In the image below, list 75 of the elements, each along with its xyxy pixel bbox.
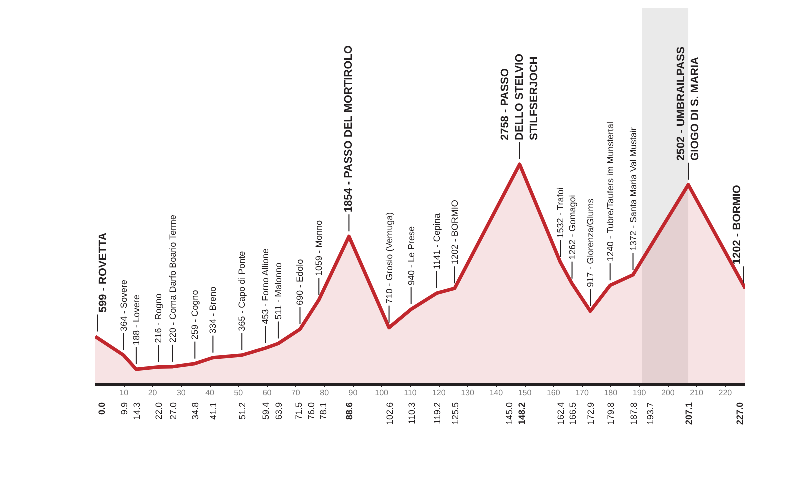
data-label: 917 - Glorenza/Glurns	[586, 198, 596, 288]
annotation: 110.3	[406, 402, 417, 424]
x-tick-label: 110	[404, 388, 418, 398]
annotation: 187.8	[628, 402, 639, 426]
x-tick-label: 70	[291, 388, 301, 398]
x-tick-label: 200	[662, 388, 676, 398]
x-tick-label: 150	[518, 388, 532, 398]
x-tick-label: 80	[320, 388, 330, 398]
annotation: 193.7	[646, 402, 656, 426]
data-label: 364 - Sovere	[118, 280, 129, 332]
data-label: 1854 - PASSO DEL MORTIROLO	[343, 45, 356, 213]
data-label: 334 - Breno	[208, 286, 218, 334]
annotation: 88.6	[344, 402, 355, 420]
data-label: 599 - ROVETTA	[98, 232, 110, 313]
data-label: 1532 - Trafoi	[555, 188, 566, 238]
data-label: 453 - Forno Allione	[260, 248, 271, 324]
data-label: 690 - Edolo	[295, 259, 306, 306]
data-label: 1059 - Monno	[314, 220, 324, 276]
annotation: 59.4	[261, 402, 272, 420]
annotation: 51.2	[238, 402, 248, 420]
x-tick-label: 220	[718, 388, 733, 398]
data-label: 2758 - PASSO DELLO STELVIO STILFSERJOCH	[499, 53, 540, 140]
data-label: 259 - Cogno	[190, 290, 200, 340]
data-label: 2502 - UMBRAILPASS GIOGO DI S. MARIA	[675, 46, 702, 161]
data-label: 940 - Le Prese	[406, 226, 416, 286]
x-tick-label: 100	[375, 388, 390, 398]
x-tick-label: 90	[348, 388, 358, 398]
annotation: 9.9	[119, 402, 130, 416]
x-tick-label: 190	[632, 388, 647, 398]
annotation: 145.0	[504, 402, 515, 426]
annotation: 207.1	[684, 402, 694, 426]
annotation: 63.9	[274, 402, 284, 420]
x-tick-label: 40	[206, 388, 216, 398]
annotation: 14.3	[132, 402, 142, 420]
annotation: 27.0	[168, 402, 178, 420]
annotation: 166.5	[568, 402, 578, 426]
annotation: 162.4	[556, 402, 566, 426]
x-tick-label: 120	[432, 388, 446, 398]
annotation: 0.0	[97, 402, 107, 416]
data-label: 216 - Rogno	[153, 294, 164, 344]
data-label: 1372 - Santa Maria Val Mustair	[628, 128, 638, 252]
data-label: 1240 - Tubre/Taufers im Munstertal	[605, 122, 616, 262]
x-tick-label: 180	[604, 388, 618, 398]
data-label: 1141 - Cepina	[432, 214, 442, 270]
x-tick-label: 130	[461, 388, 475, 398]
annotation: 76.0	[306, 402, 316, 420]
data-label: 188 - Lovere	[131, 294, 142, 346]
data-label: 1202 - BORMIO	[732, 184, 744, 265]
annotation: 71.5	[294, 402, 304, 420]
data-label: 365 - Capo di Ponte	[237, 251, 248, 332]
data-label: 1202 - BORMIO	[450, 200, 460, 265]
annotation: 125.5	[450, 402, 460, 426]
annotation: 78.1	[318, 402, 329, 420]
data-label: 511 - Malonno	[273, 262, 284, 320]
x-tick-label: 170	[576, 388, 590, 398]
data-label: 710 - Grosio (Vernuga)	[384, 212, 394, 304]
annotation: 34.8	[190, 402, 201, 420]
x-tick-label: 210	[690, 388, 704, 398]
annotation: 41.1	[208, 402, 219, 420]
annotation: 227.0	[735, 402, 745, 426]
x-tick-label: 30	[176, 388, 186, 398]
data-label: 1262 - Gomagoi	[567, 195, 578, 260]
x-tick-label: 140	[490, 388, 504, 398]
annotation: 172.9	[586, 402, 596, 426]
x-tick-label: 50	[234, 388, 244, 398]
x-tick-label: 60	[262, 388, 272, 398]
annotation: 148.2	[516, 402, 527, 426]
x-tick-label: 20	[148, 388, 158, 398]
data-label: 220 - Corna Darfo Boario Terme	[168, 215, 178, 343]
annotation: 119.2	[432, 402, 442, 424]
annotation: 102.6	[384, 402, 395, 426]
x-tick-label: 160	[546, 388, 561, 398]
annotation: 22.0	[154, 402, 164, 420]
x-tick-label: 10	[120, 388, 130, 398]
annotation: 179.8	[606, 402, 616, 426]
